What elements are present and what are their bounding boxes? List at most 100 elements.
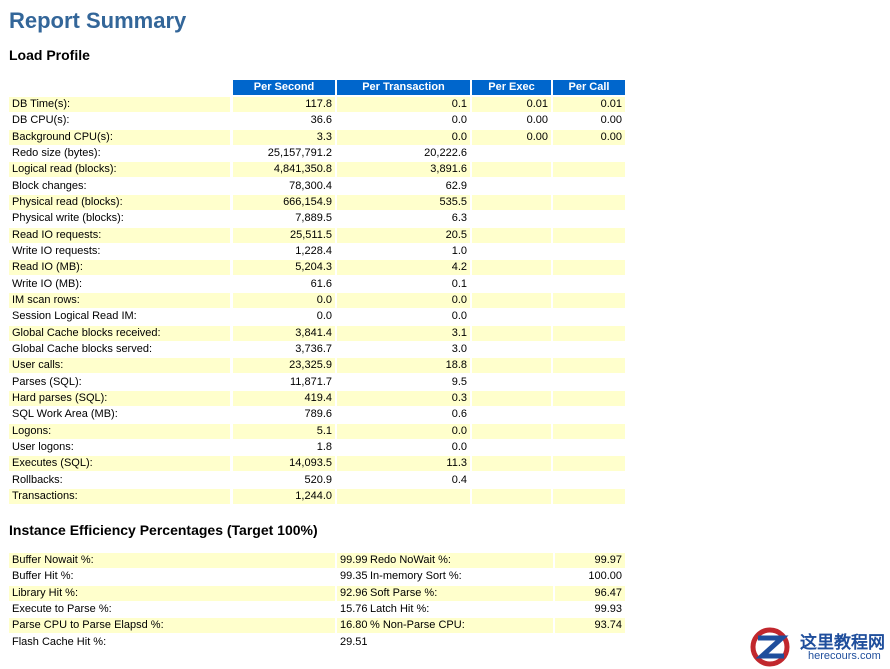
cell-value: 0.0 [233, 292, 335, 308]
cell-value [555, 635, 625, 650]
row-label: Logons: [9, 423, 230, 439]
cell-value [553, 488, 625, 504]
cell-value [472, 423, 551, 439]
cell-value [472, 375, 551, 390]
cell-value: 20,222.6 [424, 146, 467, 159]
cell-value [553, 227, 625, 243]
row-label: Read IO requests: [9, 227, 230, 243]
row-label: DB Time(s): [9, 97, 230, 112]
cell-value: 0.0 [451, 114, 467, 127]
cell-value: 6.3 [451, 212, 467, 225]
section-title: Instance Efficiency Percentages (Target … [9, 522, 318, 538]
cell-value: 0.0 [337, 423, 470, 439]
cell-value: 29.51 [340, 635, 368, 648]
cell-value [472, 179, 551, 194]
cell-value: 0.00 [553, 129, 625, 145]
column-header: Per Exec [472, 80, 551, 95]
cell-value: 520.9 [304, 473, 332, 486]
row-label: Redo size (bytes): [12, 146, 101, 159]
row-label: Execute to Parse %: [12, 602, 112, 615]
cell-value [472, 260, 551, 276]
cell-value: 99.99 [337, 553, 368, 568]
cell-value [553, 375, 625, 390]
cell-value [553, 390, 625, 406]
column-header: Per Second [233, 80, 335, 95]
cell-value: 0.1 [451, 277, 467, 290]
cell-value: 3.0 [451, 342, 467, 355]
cell-value: 3,736.7 [295, 342, 332, 355]
cell-value [472, 146, 551, 161]
cell-value [553, 325, 625, 341]
cell-value: 0.1 [337, 97, 470, 112]
cell-value: 0.3 [337, 390, 470, 406]
cell-value [472, 277, 551, 292]
cell-value: 1.0 [451, 244, 467, 257]
cell-value [553, 440, 625, 455]
row-label: Buffer Hit %: [12, 570, 74, 583]
cell-value: 18.8 [337, 358, 470, 374]
cell-value: 36.6 [310, 114, 332, 127]
cell-value: 25,157,791.2 [267, 146, 332, 159]
cell-value [472, 407, 551, 422]
row-label: Physical read (blocks): [9, 194, 230, 210]
cell-value: 0.01 [553, 97, 625, 112]
cell-value: 20.5 [337, 227, 470, 243]
cell-value: 3.3 [233, 129, 335, 145]
cell-value: 0.01 [472, 97, 551, 112]
cell-value: 0.0 [337, 129, 470, 145]
cell-value: 3,841.4 [233, 325, 335, 341]
row-label: Read IO (MB): [9, 260, 230, 276]
section-title: Load Profile [9, 47, 90, 63]
row-label: User logons: [12, 440, 74, 453]
cell-value [553, 423, 625, 439]
column-header: Per Transaction [337, 80, 470, 95]
cell-value: 535.5 [337, 194, 470, 210]
cell-value [553, 260, 625, 276]
cell-value: 0.0 [451, 310, 467, 323]
cell-value: 5,204.3 [233, 260, 335, 276]
row-label: Soft Parse %: [367, 585, 553, 601]
cell-value: 789.6 [304, 408, 332, 421]
cell-value [472, 325, 551, 341]
cell-value: 0.00 [600, 114, 622, 127]
row-label: Redo NoWait %: [367, 553, 553, 568]
row-label: Hard parses (SQL): [9, 390, 230, 406]
cell-value: 1.8 [316, 440, 332, 453]
cell-value [472, 194, 551, 210]
cell-value [553, 179, 625, 194]
title: Report Summary [9, 8, 187, 33]
cell-value [472, 456, 551, 472]
cell-value: 62.9 [445, 179, 467, 192]
row-label: In-memory Sort %: [370, 570, 462, 583]
cell-value [553, 292, 625, 308]
cell-value [472, 227, 551, 243]
cell-value [472, 162, 551, 178]
cell-value [553, 456, 625, 472]
cell-value [472, 211, 551, 226]
logo-name: 这里教程网 [800, 633, 885, 652]
row-label: Logical read (blocks): [9, 162, 230, 178]
row-label: Library Hit %: [9, 585, 335, 601]
cell-value: 5.1 [233, 423, 335, 439]
cell-value: 419.4 [233, 390, 335, 406]
row-label [367, 635, 553, 650]
cell-value: 0.4 [451, 473, 467, 486]
cell-value: 0.6 [451, 408, 467, 421]
cell-value: 23,325.9 [233, 358, 335, 374]
row-label: DB CPU(s): [12, 114, 70, 127]
cell-value: 78,300.4 [289, 179, 332, 192]
row-label: Parses (SQL): [12, 375, 82, 388]
row-label: Physical write (blocks): [12, 212, 124, 225]
row-label: Background CPU(s): [9, 129, 230, 145]
cell-value [472, 358, 551, 374]
cell-value [472, 390, 551, 406]
row-label: Write IO (MB): [12, 277, 83, 290]
cell-value: 93.74 [555, 618, 625, 634]
cell-value: 14,093.5 [233, 456, 335, 472]
cell-value [553, 473, 625, 488]
cell-value [553, 309, 625, 324]
row-label: Buffer Nowait %: [9, 553, 335, 568]
cell-value [553, 162, 625, 178]
row-label: Transactions: [9, 488, 230, 504]
